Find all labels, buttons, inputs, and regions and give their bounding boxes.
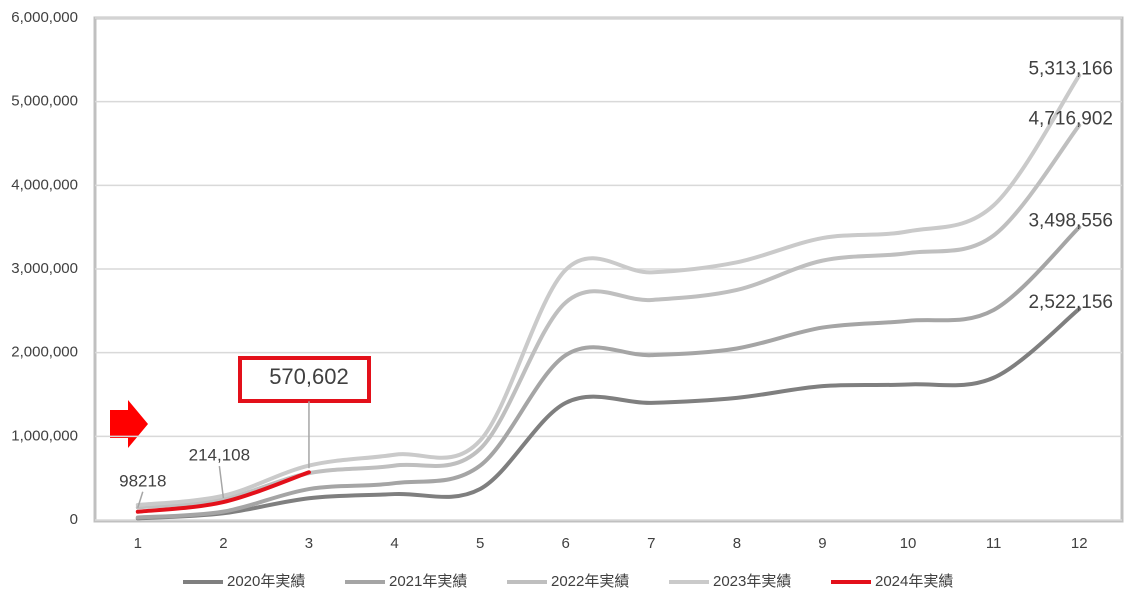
leader-line	[218, 465, 225, 499]
x-tick-label: 1	[134, 535, 142, 552]
x-tick-label: 9	[818, 535, 826, 552]
x-tick-label: 2	[219, 535, 227, 552]
y-tick-label: 2,000,000	[11, 344, 78, 361]
leader-line	[137, 491, 144, 509]
x-tick-label: 4	[390, 535, 398, 552]
x-tick-label: 3	[305, 535, 313, 552]
x-tick-label: 7	[647, 535, 655, 552]
x-tick-label: 8	[733, 535, 741, 552]
legend-label: 2023年実績	[713, 573, 791, 590]
x-tick-label: 11	[986, 535, 1002, 552]
data-label: 98218	[119, 471, 166, 490]
y-tick-label: 4,000,000	[11, 176, 78, 193]
y-tick-label: 5,000,000	[11, 93, 78, 110]
arrow-icon	[110, 400, 148, 448]
y-tick-label: 6,000,000	[11, 9, 78, 26]
data-label: 214,108	[189, 446, 250, 465]
x-tick-label: 10	[900, 535, 917, 552]
data-label: 3,498,556	[1028, 210, 1113, 231]
legend-label: 2022年実績	[551, 573, 629, 590]
legend-label: 2024年実績	[875, 573, 953, 590]
series-line	[135, 123, 1082, 510]
grid	[95, 17, 1122, 521]
legend-label: 2021年実績	[389, 573, 467, 590]
data-label: 5,313,166	[1028, 58, 1113, 79]
legend-label: 2020年実績	[227, 573, 305, 590]
series-line	[135, 225, 1082, 520]
series-line	[135, 73, 1082, 507]
x-tick-label: 12	[1071, 535, 1088, 552]
highlight-box	[238, 356, 371, 403]
series-line	[135, 470, 311, 514]
data-label: 570,602	[269, 364, 349, 389]
series-line	[135, 306, 1082, 521]
data-label: 2,522,156	[1028, 292, 1113, 313]
x-tick-label: 5	[476, 535, 484, 552]
data-label: 4,716,902	[1028, 108, 1113, 129]
y-tick-label: 0	[70, 511, 78, 528]
y-tick-label: 1,000,000	[11, 427, 78, 444]
y-tick-label: 3,000,000	[11, 260, 78, 277]
x-tick-label: 6	[562, 535, 570, 552]
